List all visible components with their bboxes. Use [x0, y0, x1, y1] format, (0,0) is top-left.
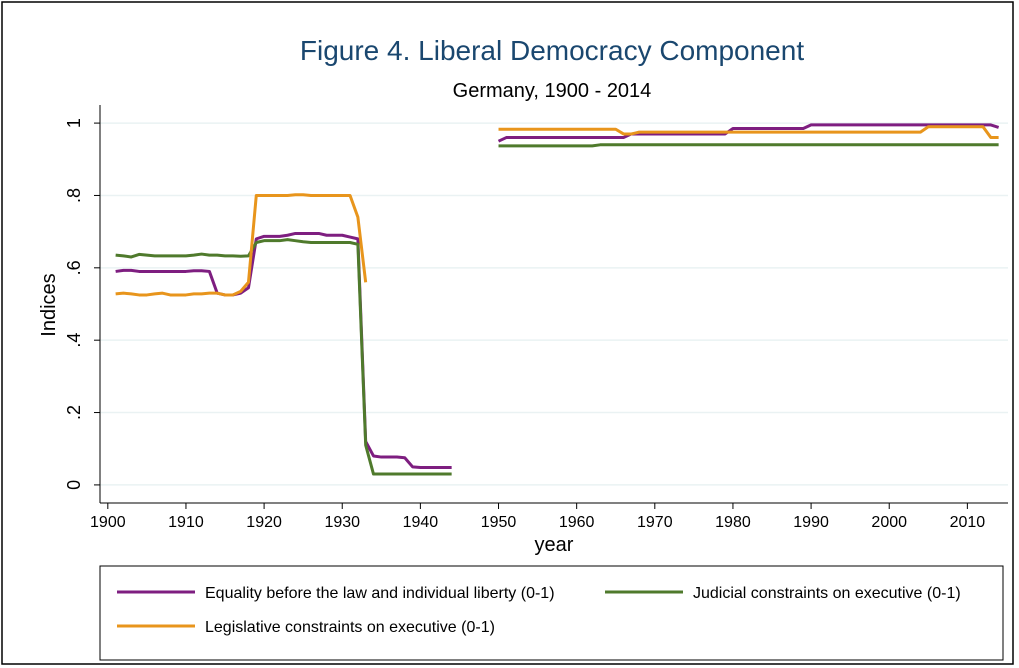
legend-box — [99, 565, 1004, 661]
series-line — [115, 143, 999, 476]
y-tick-label: .4 — [64, 333, 84, 348]
x-tick-label: 2010 — [950, 514, 986, 531]
x-tick-label: 1910 — [168, 514, 204, 531]
y-axis-title: Indices — [38, 273, 60, 336]
series-line — [115, 125, 999, 297]
chart-subtitle: Germany, 1900 - 2014 — [453, 80, 652, 102]
legend-label: Legislative constraints on executive (0-… — [205, 619, 495, 636]
x-tick-label: 2000 — [871, 514, 907, 531]
y-tick-label: 1 — [64, 118, 84, 128]
chart-title: Figure 4. Liberal Democracy Component — [300, 35, 804, 66]
x-tick-label: 1950 — [481, 514, 517, 531]
x-tick-label: 1920 — [246, 514, 282, 531]
x-tick-label: 1960 — [559, 514, 595, 531]
x-tick-label: 1970 — [637, 514, 673, 531]
y-tick-label: .2 — [64, 405, 84, 420]
y-tick-label: 0 — [64, 480, 84, 490]
series-line — [115, 123, 1000, 470]
x-tick-label: 1990 — [793, 514, 829, 531]
y-tick-label: .6 — [64, 260, 84, 275]
x-axis-title: year — [535, 534, 574, 556]
legend-label: Judicial constraints on executive (0-1) — [693, 585, 961, 602]
legend-label: Equality before the law and individual l… — [205, 585, 555, 602]
x-tick-label: 1940 — [403, 514, 439, 531]
x-tick-label: 1980 — [715, 514, 751, 531]
x-tick-label: 1930 — [324, 514, 360, 531]
x-tick-label: 1900 — [90, 514, 126, 531]
y-tick-label: .8 — [64, 188, 84, 203]
